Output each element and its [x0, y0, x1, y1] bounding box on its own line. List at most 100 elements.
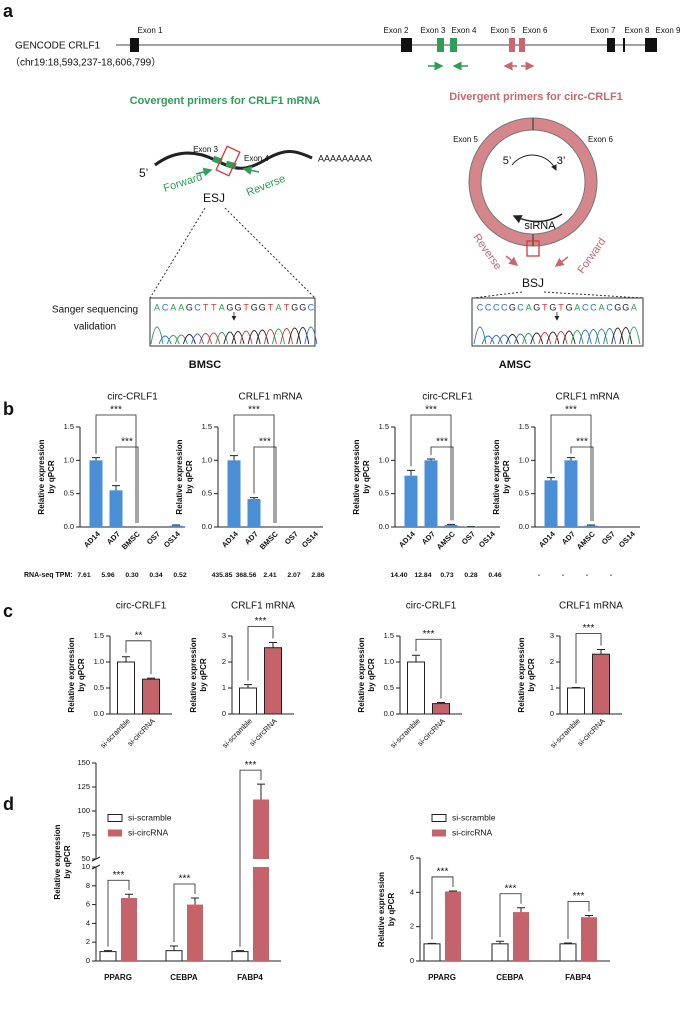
- bar: [264, 647, 282, 715]
- y-tick-label: 2: [410, 922, 414, 931]
- y-tick-label: 100: [77, 806, 90, 815]
- significance-bracket: [115, 446, 139, 523]
- zoom-line: [224, 207, 316, 299]
- significance-bracket: [239, 769, 262, 947]
- tpm-value: -: [610, 572, 612, 579]
- tpm-value: -: [562, 572, 564, 579]
- x-tick-label: CEBPA: [496, 973, 524, 982]
- junction-box: [526, 240, 540, 257]
- significance-bracket: [125, 640, 152, 675]
- panel-label: b: [3, 399, 14, 419]
- error-bar: [585, 915, 593, 918]
- y-axis-label: Relative expression: [37, 439, 46, 514]
- sequence-base: C: [162, 302, 169, 312]
- y-tick-label: 0.0: [519, 522, 529, 531]
- poly-a: AAAAAAAAA: [318, 153, 372, 163]
- sequence-base: C: [194, 302, 201, 312]
- panel-label: d: [3, 794, 14, 814]
- legend-label: si-circRNA: [128, 827, 168, 837]
- y-axis-label: Relative expression: [352, 439, 361, 514]
- bar: [491, 943, 509, 962]
- significance-label: ***: [573, 891, 585, 902]
- significance-bracket: [570, 446, 594, 521]
- bar: [445, 891, 461, 961]
- chromatogram-peak: [497, 334, 511, 345]
- exon: [450, 38, 457, 52]
- chromatogram-peak: [239, 330, 253, 345]
- exon: [437, 38, 444, 52]
- chromatogram-peak: [522, 333, 536, 345]
- y-tick-label: 1.0: [384, 657, 394, 666]
- sirna-label: siRNA: [524, 220, 556, 232]
- sequence-base: C: [606, 302, 613, 312]
- y-tick-label: 0.5: [64, 489, 74, 498]
- significance-bracket: [253, 446, 277, 523]
- y-axis-label: by qPCR: [63, 845, 72, 879]
- five-prime: 5’: [139, 166, 148, 180]
- sequence-base: A: [526, 302, 532, 312]
- x-tick-label: OS7: [145, 529, 162, 546]
- significance-label: ***: [110, 405, 122, 416]
- error-bar: [104, 950, 112, 952]
- legend-swatch: [107, 814, 123, 822]
- primer-arrow: [195, 167, 213, 177]
- sequence-base: C: [485, 302, 492, 312]
- sequence-base: C: [308, 302, 315, 312]
- sequence-base: G: [566, 302, 573, 312]
- error-bar: [437, 702, 445, 704]
- chromatogram-box: [471, 297, 644, 347]
- y-tick-label: 3: [222, 631, 226, 640]
- significance-bracket: [567, 901, 590, 939]
- bar: [424, 460, 438, 527]
- error-bar: [191, 897, 199, 905]
- error-bar: [236, 950, 244, 952]
- y-axis-label: Relative expression: [377, 872, 386, 947]
- tpm-label: RNA-seq TPM:: [24, 572, 73, 579]
- x-tick-label: si-scramble: [98, 716, 131, 749]
- x-tick-label: OS7: [283, 529, 300, 546]
- bar: [567, 687, 585, 715]
- y-tick-label: 125: [77, 782, 90, 791]
- tpm-value: 0.73: [440, 572, 453, 579]
- sequence-base: G: [226, 302, 233, 312]
- y-tick-label: 10: [82, 862, 90, 871]
- exon: [401, 38, 412, 52]
- y-tick-label: 0.0: [94, 709, 104, 718]
- y-tick-label: 0.0: [379, 522, 389, 531]
- chart-title: circ-CRLF1: [116, 601, 167, 612]
- bar: [89, 460, 103, 527]
- y-tick-label: 1.5: [202, 422, 212, 431]
- chromatogram-peak: [304, 326, 318, 345]
- tpm-value: 435.85: [212, 572, 233, 579]
- exon: [130, 38, 139, 52]
- five-prime: 5’: [503, 155, 512, 167]
- y-tick-label: 2: [86, 937, 90, 946]
- significance-bracket: [430, 446, 454, 521]
- x-tick-label: OS14: [162, 529, 183, 550]
- sequence-base: T: [243, 302, 249, 312]
- error-bar: [112, 485, 120, 491]
- chromatogram-peak: [166, 335, 180, 345]
- tpm-value: 2.41: [263, 572, 276, 579]
- bar: [407, 661, 425, 715]
- error-bar: [230, 455, 238, 461]
- chart-title: CRLF1 mRNA: [556, 392, 620, 403]
- x-tick-label: AMSC: [435, 529, 457, 551]
- chromatogram-peak: [296, 327, 310, 345]
- sequence-base: A: [178, 302, 184, 312]
- x-tick-label: AD7: [243, 529, 260, 546]
- chromatogram-peak: [481, 335, 495, 345]
- significance-bracket: [233, 414, 275, 523]
- tpm-value: 0.34: [149, 572, 162, 579]
- chromatogram-peak: [627, 326, 641, 345]
- bar: [432, 703, 450, 715]
- x-tick-label: OS14: [300, 529, 321, 550]
- sequence-base: A: [275, 302, 281, 312]
- bar: [239, 687, 257, 715]
- group-header: AMSC: [499, 359, 531, 371]
- chromatogram-peak: [231, 331, 245, 345]
- group-header: BMSC: [189, 359, 221, 371]
- chromatogram-peak: [514, 333, 527, 345]
- chromatogram-peak: [150, 326, 164, 345]
